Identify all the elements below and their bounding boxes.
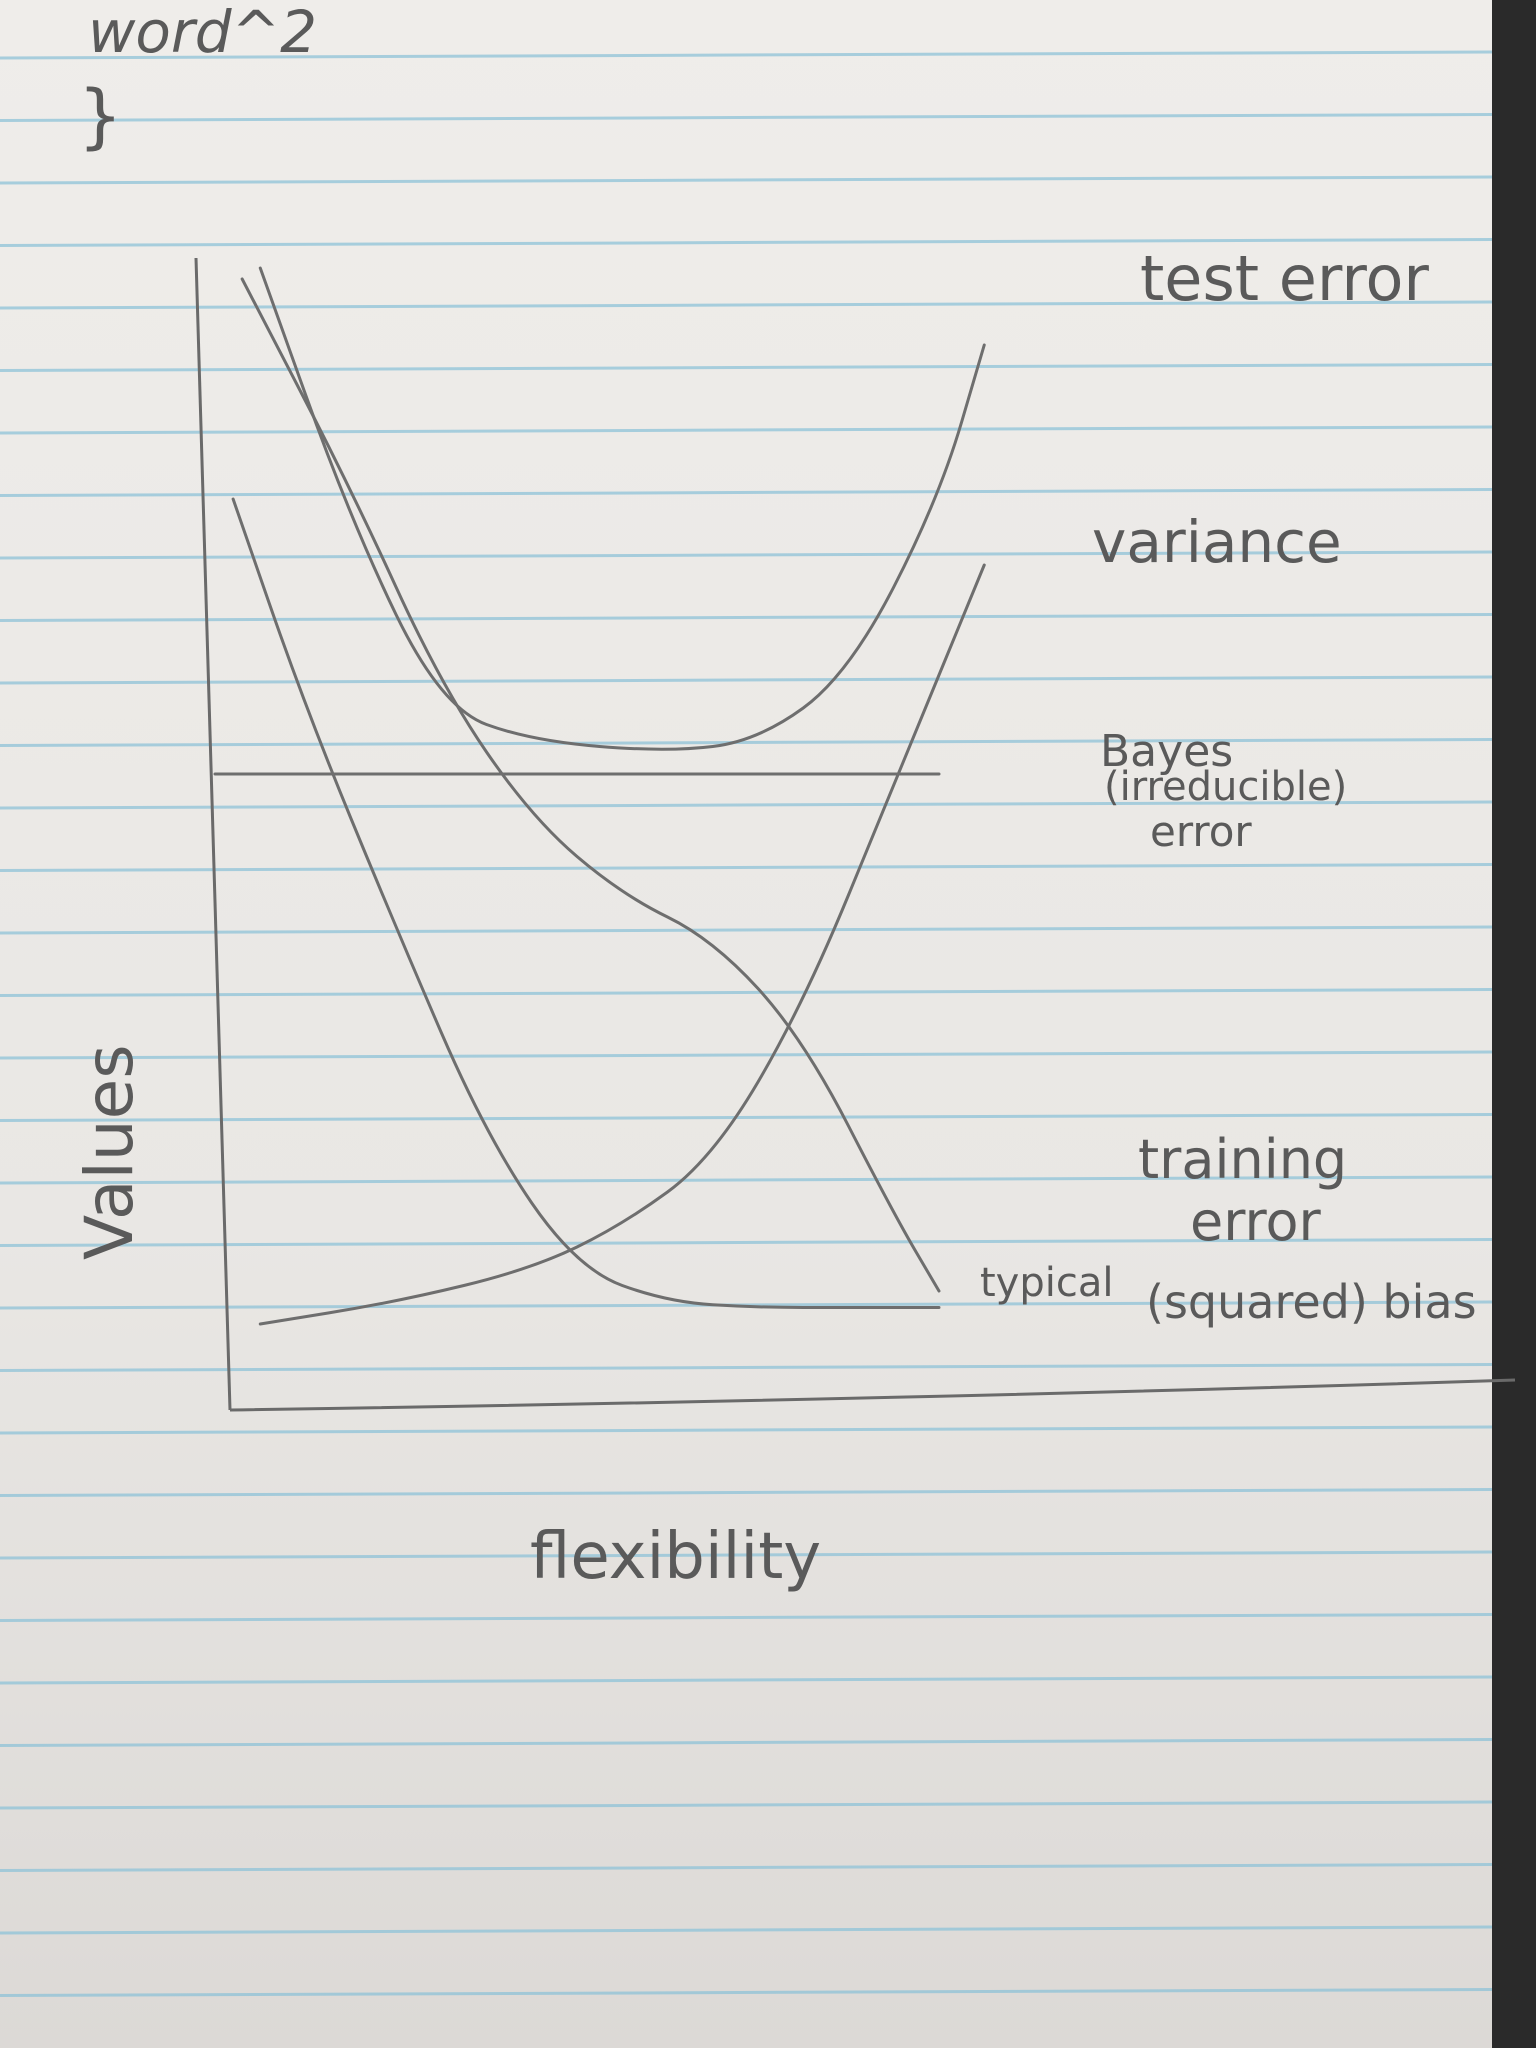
ruled-line [0, 800, 1493, 810]
ruled-line [0, 1238, 1493, 1247]
x-axis-title: flexibility [530, 1520, 821, 1594]
ruled-line [0, 863, 1493, 872]
ruled-line [0, 1488, 1493, 1497]
ruled-line [0, 1175, 1493, 1185]
header-brace: } [78, 75, 123, 157]
series-line-training-error [240, 277, 941, 1293]
y-axis [194, 257, 232, 1411]
label-training-line2: error [1190, 1190, 1322, 1253]
ruled-lines [0, 50, 1493, 1997]
ruled-line [0, 925, 1493, 935]
x-axis [229, 1378, 1516, 1412]
header-scribble: word^2 [88, 0, 317, 66]
ruled-line [0, 1550, 1493, 1560]
label-bayes-line2: (irreducible) [1104, 764, 1347, 810]
ruled-line [0, 1925, 1493, 1935]
label-variance: variance [1092, 508, 1342, 576]
ruled-line [0, 113, 1493, 122]
series-line-test-error [258, 266, 986, 751]
notebook-paper [0, 0, 1492, 2048]
ruled-line [0, 238, 1493, 247]
label-training-line1: training [1138, 1128, 1347, 1191]
label-bayes-line3: error [1150, 807, 1252, 856]
series-line-variance [258, 563, 986, 1326]
ruled-line [0, 1425, 1493, 1435]
ruled-line [0, 50, 1493, 60]
ruled-line [0, 1863, 1493, 1872]
series-line-typical-squared-bias [231, 497, 941, 1310]
label-bias-line2: (squared) bias [1146, 1275, 1477, 1329]
ruled-line [0, 300, 1493, 310]
y-axis-title: Values [71, 1044, 148, 1260]
ruled-line [0, 738, 1493, 747]
ruled-line [0, 425, 1493, 435]
ruled-line [0, 675, 1493, 685]
ruled-line [0, 363, 1493, 372]
label-bayes-line1: Bayes [1100, 726, 1233, 777]
ruled-line [0, 1363, 1493, 1372]
ruled-line [0, 1113, 1493, 1122]
ruled-line [0, 1738, 1493, 1747]
series-layer [213, 266, 986, 1326]
ruled-line [0, 550, 1493, 560]
ruled-line [0, 1050, 1493, 1060]
ruled-line [0, 1988, 1493, 1997]
ruled-line [0, 988, 1493, 997]
ruled-line [0, 1800, 1493, 1810]
ruled-line [0, 175, 1493, 185]
ruled-line [0, 613, 1493, 622]
label-bias-line1: typical [980, 1260, 1113, 1306]
ruled-line [0, 1675, 1493, 1685]
ruled-line [0, 488, 1493, 497]
label-test-error: test error [1140, 242, 1429, 315]
ruled-line [0, 1613, 1493, 1622]
